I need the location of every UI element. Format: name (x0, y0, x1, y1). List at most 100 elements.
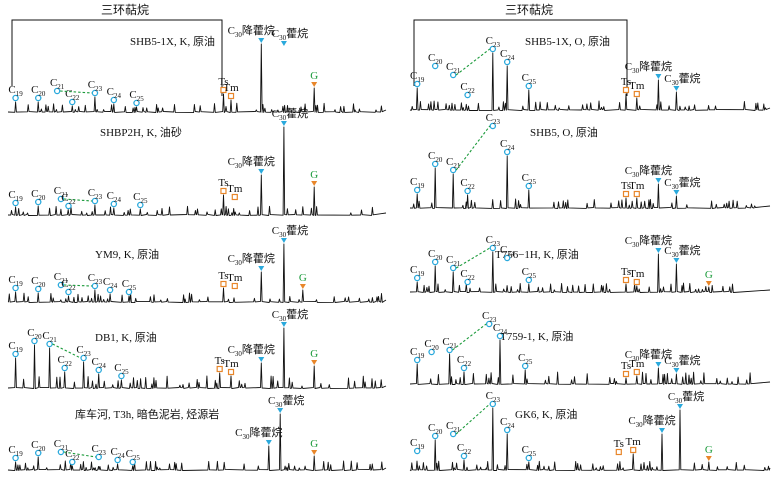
peak-label: Ts (218, 177, 228, 189)
peak-label: C24 (110, 446, 125, 460)
peak-marker (280, 41, 287, 46)
peak-marker (449, 166, 457, 174)
peak-marker (280, 322, 287, 327)
chromatogram-trace (409, 52, 771, 112)
peak-label: C22 (457, 354, 472, 368)
peak-label: C30藿烷 (268, 393, 304, 409)
c21-c23-connector (455, 247, 491, 269)
peak-label: Tm (629, 180, 645, 192)
peak-label: Tm (227, 272, 243, 284)
peak-marker (413, 274, 421, 282)
peak-label: C20 (31, 439, 46, 453)
peak-marker (460, 452, 468, 460)
peak-label: C19 (8, 84, 23, 98)
peak-marker (633, 278, 640, 286)
peak-label: G (705, 269, 713, 281)
peak-label: C23 (486, 234, 501, 248)
peak-marker (525, 182, 533, 190)
peak-label: C20 (31, 188, 46, 202)
peak-label: Ts (621, 76, 631, 88)
peak-marker (622, 86, 630, 94)
panel-title: SHB5, O, 原油 (530, 125, 598, 139)
peak-marker (231, 282, 238, 290)
peak-marker (413, 356, 421, 364)
peak-marker (622, 370, 630, 378)
peak-marker (258, 169, 265, 174)
peak-label: C30降藿烷 (228, 342, 275, 358)
chromatogram-trace (409, 339, 771, 386)
peak-label: C23 (486, 112, 501, 126)
peak-label: C30降藿烷 (228, 251, 275, 267)
peak-label: C25 (522, 72, 537, 86)
peak-label: C22 (65, 88, 80, 102)
peak-label: C24 (500, 244, 515, 258)
peak-marker (129, 458, 136, 466)
peak-label: C30降藿烷 (628, 413, 675, 429)
peak-marker (220, 187, 227, 195)
chromatogram-trace (409, 251, 771, 294)
peak-label: C25 (126, 448, 141, 462)
peak-marker (503, 254, 511, 262)
peak-label: C23 (486, 35, 501, 49)
peak-marker (12, 284, 19, 292)
peak-marker (705, 281, 712, 286)
peak-label: C19 (8, 189, 23, 203)
peak-marker (655, 248, 662, 253)
peak-label: C20 (31, 275, 46, 289)
peak-marker (659, 428, 665, 433)
peak-label: C30藿烷 (272, 307, 308, 323)
panel-title: SHB5-1X, O, 原油 (525, 34, 610, 48)
peak-marker (630, 446, 637, 454)
peak-label: C24 (500, 48, 515, 62)
peak-label: C24 (493, 322, 508, 336)
peak-marker (311, 450, 318, 455)
peak-marker (34, 94, 42, 102)
panel-title: SHBP2H, K, 油砂 (100, 125, 182, 139)
peak-marker (69, 98, 76, 106)
peak-label: C24 (103, 276, 118, 290)
peak-marker (91, 197, 99, 205)
peak-label: C24 (500, 138, 515, 152)
peak-marker (677, 404, 683, 409)
peak-label: Ts (218, 270, 228, 282)
peak-marker (503, 426, 511, 434)
peak-marker (705, 456, 712, 461)
panel-title: YM9, K, 原油 (95, 247, 159, 261)
peak-marker (615, 448, 622, 456)
peak-marker (280, 121, 287, 126)
peak-label: C30藿烷 (272, 223, 308, 239)
peak-marker (633, 190, 640, 198)
peak-marker (110, 96, 118, 104)
peak-label: C25 (129, 89, 144, 103)
chromatogram-trace (7, 243, 387, 304)
chromatogram-trace (7, 126, 387, 217)
c21-c23-connector (452, 323, 487, 351)
peak-marker (95, 453, 102, 461)
peak-label: C19 (410, 70, 425, 84)
peak-marker (12, 454, 19, 462)
peak-marker (118, 372, 125, 380)
peak-marker (673, 86, 680, 91)
peak-label: C21 (42, 330, 57, 344)
c21-c23-connector (455, 125, 491, 171)
peak-label: G (299, 272, 307, 284)
peak-label: C23 (88, 187, 103, 201)
panel-title: 库车河, T3h, 暗色泥岩, 烃源岩 (75, 407, 219, 421)
peak-marker (80, 354, 87, 362)
peak-marker (413, 447, 421, 455)
peak-marker (311, 181, 318, 186)
peak-marker (31, 337, 38, 345)
peak-marker (133, 99, 140, 107)
c21-c23-connector (63, 284, 92, 287)
peak-marker (464, 187, 471, 195)
peak-label: C20 (428, 422, 443, 436)
peak-label: C30降藿烷 (625, 233, 672, 249)
peak-marker (489, 400, 497, 408)
peak-label: C20 (428, 150, 443, 164)
peak-marker (489, 122, 497, 130)
peak-label: C19 (8, 340, 23, 354)
peak-marker (277, 408, 284, 413)
